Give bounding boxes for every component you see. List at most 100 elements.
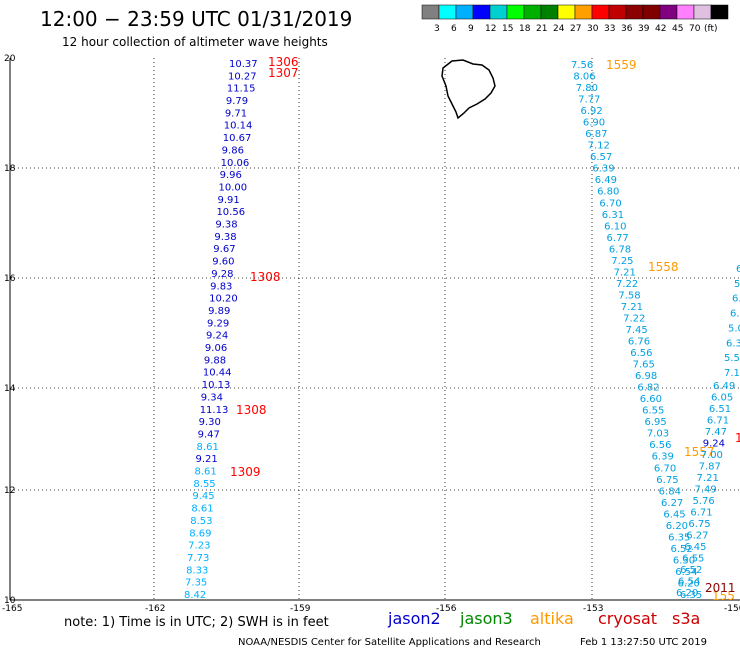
legend-swatch	[591, 4, 610, 20]
wave-height-value: 7.25	[611, 256, 633, 267]
wave-height-value: 8.61	[191, 504, 213, 515]
x-axis-label: -150	[724, 604, 740, 614]
credit-text: NOAA/NESDIS Center for Satellite Applica…	[238, 637, 541, 648]
y-axis-label: 16	[4, 274, 16, 284]
legend-label: 36	[621, 24, 633, 34]
satellite-cryosat: cryosat	[598, 609, 657, 628]
x-axis-label: -162	[145, 604, 165, 614]
wave-height-value: 6.78	[609, 244, 631, 255]
wave-height-value: 6.35	[668, 532, 690, 543]
wave-height-value: 6.45	[684, 542, 706, 553]
wave-height-value: 7.00	[701, 450, 723, 461]
time-label: 1	[735, 431, 740, 445]
legend-label: (ft)	[704, 24, 718, 34]
wave-height-value: 6.77	[607, 233, 629, 244]
wave-height-value: 8.33	[186, 565, 208, 576]
wave-height-value: 6.80	[597, 187, 619, 198]
wave-height-value: 6.10	[604, 221, 626, 232]
wave-height-value: 9.67	[213, 244, 235, 255]
wave-height-value: 6.27	[686, 531, 708, 542]
y-axis-label: 20	[4, 54, 16, 64]
wave-height-value: 7.73	[187, 553, 209, 564]
wave-height-value: 6.98	[635, 371, 657, 382]
legend-swatch	[608, 4, 627, 20]
x-axis-label: -165	[2, 604, 22, 614]
wave-height-value: 10.13	[202, 380, 231, 391]
wave-height-value: 8.53	[190, 516, 212, 527]
wave-height-value: 11.15	[227, 84, 256, 95]
wave-height-value: 9.47	[198, 429, 220, 440]
legend-swatch	[421, 4, 440, 20]
wave-height-value: 6.3	[726, 338, 740, 349]
time-label: 1557	[684, 445, 715, 459]
wave-height-value: 9.79	[226, 96, 248, 107]
legend-swatch	[523, 4, 542, 20]
wave-height-value: 9.71	[225, 108, 247, 119]
time-label: 1307	[268, 66, 299, 80]
wave-height-value: 6.55	[682, 554, 704, 565]
wave-height-value: 7.22	[623, 313, 645, 324]
footer-note: note: 1) Time is in UTC; 2) SWH is in fe…	[64, 615, 329, 630]
wave-height-value: 6.90	[583, 118, 605, 129]
wave-height-value: 9.06	[205, 343, 227, 354]
legend-swatch	[659, 4, 678, 20]
wave-height-value: 6.27	[661, 498, 683, 509]
wave-height-value: 7.21	[621, 302, 643, 313]
wave-height-value: 9.86	[222, 145, 244, 156]
legend-swatch	[489, 4, 508, 20]
wave-height-value: 8.06	[573, 72, 595, 83]
wave-height-value: 6.39	[652, 452, 674, 463]
x-axis-label: -153	[583, 604, 603, 614]
wave-height-value: 6.71	[707, 416, 729, 427]
wave-height-value: 6.20	[678, 578, 700, 589]
wave-height-value: 6.56	[630, 348, 652, 359]
wave-height-value: 8.61	[197, 442, 219, 453]
legend-label: 30	[587, 24, 599, 34]
satellite-jason3: jason3	[459, 609, 513, 628]
legend-swatch	[472, 4, 491, 20]
x-axis-label: -156	[436, 604, 457, 614]
legend-swatch	[710, 4, 729, 20]
wave-height-value: 5.0	[728, 323, 740, 334]
wave-height-value: 9.96	[220, 170, 242, 181]
wave-height-value: 7.45	[626, 325, 648, 336]
hawaii-island	[441, 59, 496, 120]
legend-label: 21	[536, 24, 547, 34]
wave-height-value: 5.56	[724, 353, 740, 364]
wave-height-value: 6.82	[637, 383, 659, 394]
wave-height-value: 9.21	[196, 454, 218, 465]
wave-height-value: 9.30	[199, 417, 221, 428]
wave-height-value: 6.5	[732, 294, 740, 305]
legend-label: 9	[468, 24, 474, 34]
satellite-jason2: jason2	[387, 609, 441, 628]
wave-height-value: 6.8	[730, 309, 740, 320]
legend-label: 39	[638, 24, 650, 34]
map-subtitle: 12 hour collection of altimeter wave hei…	[62, 35, 328, 49]
wave-height-value: 6.49	[595, 175, 617, 186]
legend-swatch	[693, 4, 712, 20]
wave-height-value: 7.58	[618, 290, 640, 301]
wave-height-value: 9.83	[210, 281, 232, 292]
wave-height-value: 6.52	[680, 565, 702, 576]
wave-height-value: 6.87	[585, 129, 607, 140]
wave-height-value: 10.27	[228, 71, 257, 82]
wave-height-value: 6	[736, 264, 740, 275]
legend-label: 15	[502, 24, 513, 34]
legend-swatch	[506, 4, 525, 20]
wave-height-value: 8.61	[194, 467, 216, 478]
wave-height-value: 6.60	[640, 394, 662, 405]
time-label: 1308	[250, 270, 281, 284]
wave-height-value: 6.55	[642, 406, 664, 417]
satellite-altika: altika	[530, 609, 574, 628]
legend-label: 27	[570, 24, 581, 34]
legend-label: 12	[485, 24, 496, 34]
wave-height-value: 6.20	[676, 588, 698, 599]
wave-height-value: 6.56	[649, 440, 671, 451]
wave-height-value: 6.35	[680, 590, 702, 601]
wave-height-value: 7.1	[724, 368, 740, 379]
wave-height-value: 7.03	[647, 429, 669, 440]
legend-label: 33	[604, 24, 615, 34]
legend-swatch	[625, 4, 644, 20]
timestamp: Feb 1 13:27:50 UTC 2019	[580, 637, 707, 648]
